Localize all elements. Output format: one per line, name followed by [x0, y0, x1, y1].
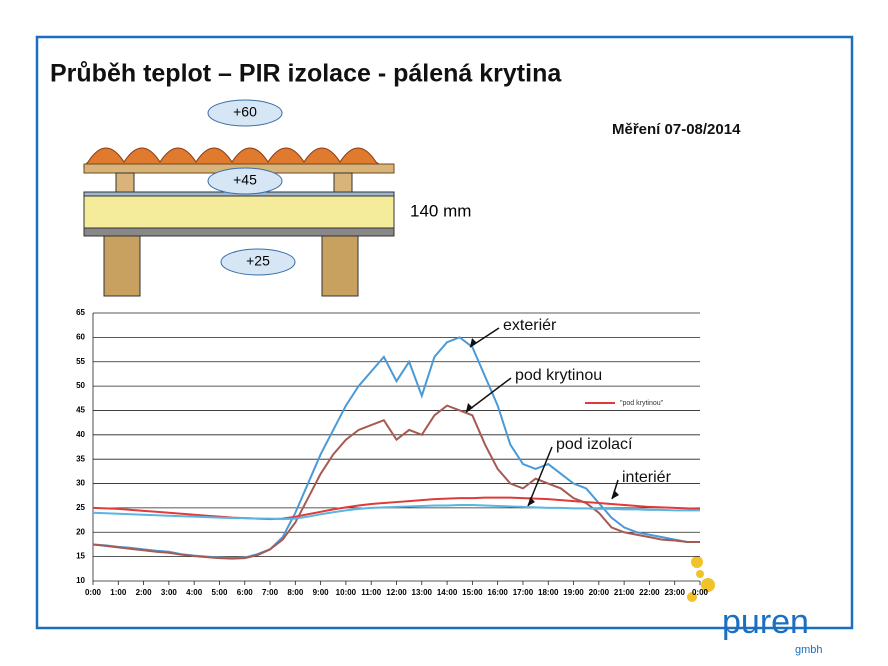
logo-suffix: gmbh [795, 644, 823, 656]
x-tick-label: 6:00 [237, 588, 254, 597]
logo: puren gmbh [687, 556, 823, 656]
x-tick-label: 18:00 [538, 588, 559, 597]
temp-label: +45 [233, 172, 257, 188]
x-tick-label: 15:00 [462, 588, 483, 597]
logo-dot [696, 570, 704, 578]
annotation-arrow [465, 377, 512, 413]
y-tick-label: 10 [76, 576, 85, 585]
logo-name: puren [722, 603, 809, 641]
x-tick-label: 22:00 [639, 588, 660, 597]
y-tick-label: 50 [76, 381, 85, 390]
arrow-head [612, 490, 619, 499]
y-tick-label: 15 [76, 552, 85, 561]
y-tick-label: 60 [76, 332, 85, 341]
x-tick-label: 0:00 [692, 588, 709, 597]
temp-bubble [207, 99, 283, 127]
slide-title: Průběh teplot – PIR izolace - pálená kry… [50, 60, 562, 88]
y-tick-label: 40 [76, 430, 85, 439]
arrow-head [470, 338, 477, 347]
rafter [103, 235, 141, 297]
y-tick-label: 25 [76, 503, 85, 512]
series-label: exteriér [503, 317, 557, 334]
insulation [83, 195, 395, 229]
logo-dot [701, 578, 715, 592]
x-tick-label: 1:00 [110, 588, 127, 597]
frame [35, 35, 854, 630]
x-tick-label: 17:00 [513, 588, 534, 597]
arrow-head [528, 497, 535, 506]
counter-batten [333, 172, 353, 194]
logo-dot [687, 592, 697, 602]
series-line [92, 496, 701, 521]
rafter [321, 235, 359, 297]
x-tick-label: 23:00 [664, 588, 685, 597]
x-tick-label: 0:00 [85, 588, 102, 597]
y-tick-label: 45 [76, 406, 85, 415]
x-tick-label: 4:00 [186, 588, 203, 597]
subtitle: Měření 07-08/2014 [612, 121, 741, 138]
vapour-layer [83, 227, 395, 237]
x-tick-label: 20:00 [589, 588, 610, 597]
y-tick-label: 30 [76, 479, 85, 488]
x-tick-label: 16:00 [487, 588, 508, 597]
x-tick-label: 10:00 [336, 588, 357, 597]
x-tick-label: 13:00 [412, 588, 433, 597]
x-tick-label: 5:00 [211, 588, 228, 597]
x-tick-label: 7:00 [262, 588, 279, 597]
series-label: pod krytinou [515, 367, 602, 384]
thickness-label: 140 mm [410, 201, 471, 220]
temp-label: +60 [233, 104, 257, 120]
y-tick-label: 20 [76, 527, 85, 536]
logo-dot [691, 556, 703, 568]
x-tick-label: 21:00 [614, 588, 635, 597]
x-tick-label: 8:00 [287, 588, 304, 597]
counter-batten [115, 172, 135, 194]
y-tick-label: 65 [76, 308, 85, 317]
series-line [92, 404, 700, 560]
y-tick-label: 55 [76, 357, 85, 366]
series-label: interiér [622, 469, 672, 486]
x-tick-label: 19:00 [563, 588, 584, 597]
series-label: pod izolací [556, 436, 633, 453]
temp-label: +25 [246, 253, 270, 269]
roof-tiles [82, 147, 384, 167]
x-tick-label: 9:00 [313, 588, 330, 597]
legend-note: "pod krytinou" [620, 400, 664, 407]
x-tick-label: 11:00 [361, 588, 382, 597]
roof-diagram: +60 +45 +25 140 mm [82, 99, 471, 297]
series-line [92, 503, 700, 521]
temp-bubble [220, 248, 296, 276]
x-tick-label: 2:00 [136, 588, 153, 597]
arrow-head [466, 403, 473, 412]
x-tick-label: 3:00 [161, 588, 178, 597]
y-tick-label: 35 [76, 454, 85, 463]
annotation-arrow [527, 446, 553, 507]
x-tick-label: 12:00 [386, 588, 407, 597]
x-tick-label: 14:00 [437, 588, 458, 597]
temp-bubble [207, 167, 283, 195]
